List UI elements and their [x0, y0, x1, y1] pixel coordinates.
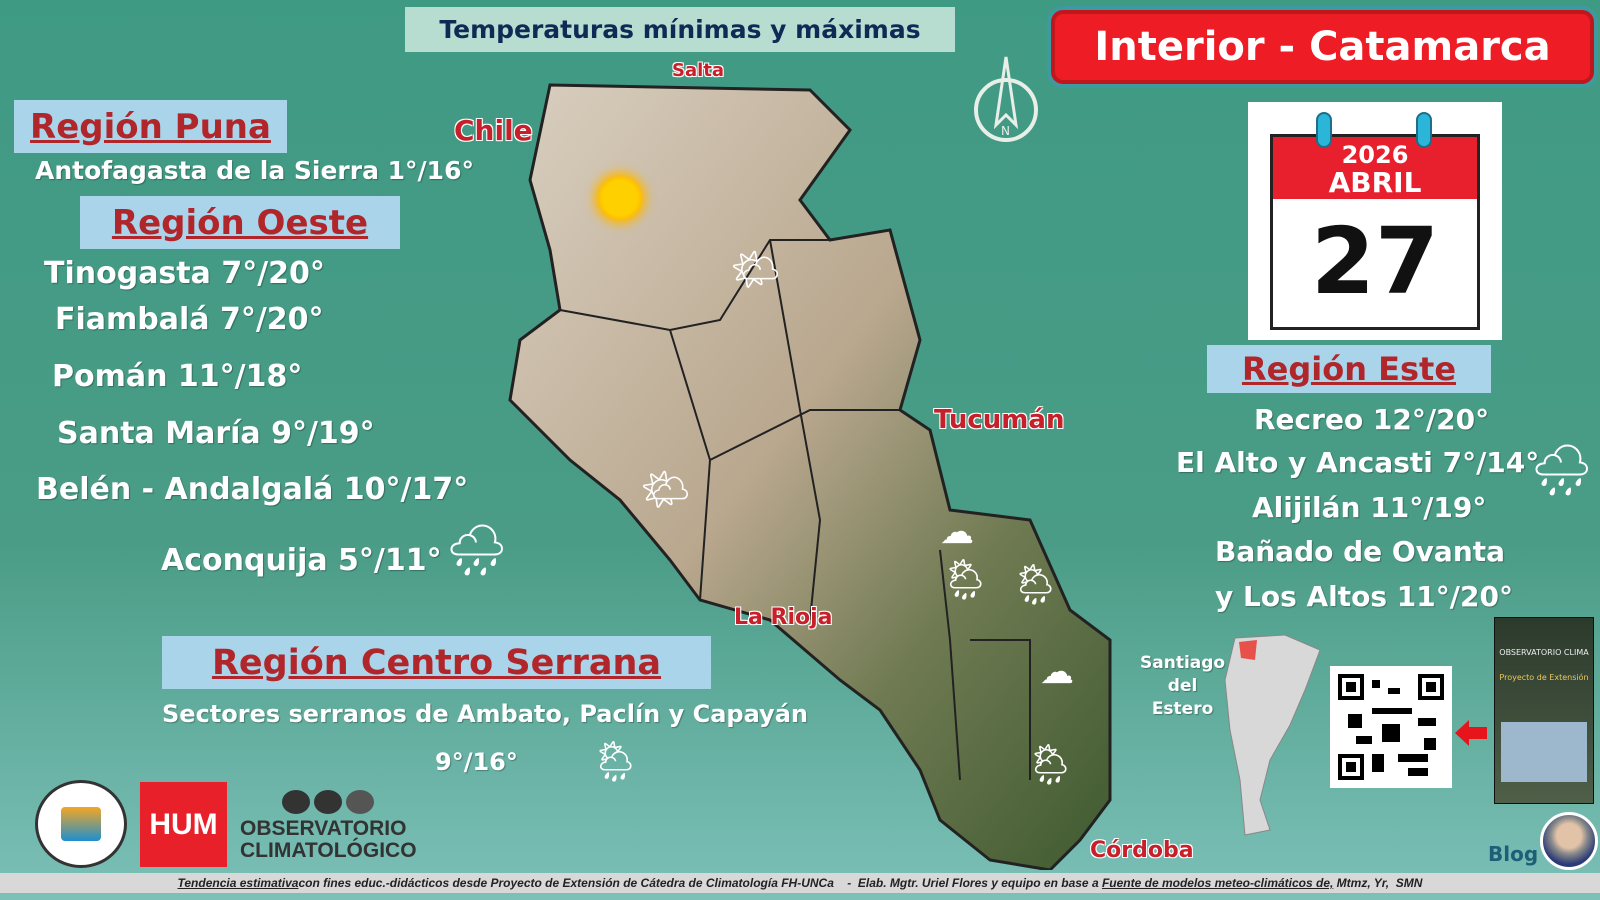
puna-item: Antofagasta de la Sierra 1°/16°	[35, 156, 474, 185]
label-salta: Salta	[672, 60, 725, 81]
footer-text: con fines educ.-didácticos desde Proyect…	[298, 876, 1102, 890]
label-cordoba: Córdoba	[1090, 838, 1194, 863]
footer-credits: Tendencia estimativa con fines educ.-did…	[0, 873, 1600, 893]
sun-rain-icon: 🌦	[1010, 562, 1061, 608]
blog-link[interactable]: Blog	[1488, 842, 1539, 866]
page-title: Temperaturas mínimas y máximas	[405, 7, 955, 52]
sun-rain-icon: 🌦	[1025, 742, 1076, 788]
este-item: Alijilán 11°/19°	[1252, 491, 1487, 524]
region-banner: Interior - Catamarca	[1055, 14, 1590, 80]
label-tucuman: Tucumán	[934, 405, 1065, 435]
rain-icon: 🌧	[1530, 441, 1594, 499]
calendar: 2026 ABRIL 27	[1248, 102, 1502, 340]
partly-cloudy-icon: 🌤	[640, 467, 691, 513]
centro-subtitle: Sectores serranos de Ambato, Paclín y Ca…	[162, 700, 808, 728]
observatorio-logo: OBSERVATORIO CLIMATOLÓGICO	[240, 818, 417, 862]
calendar-ring-icon	[1416, 112, 1432, 148]
cloudy-icon: ☁	[940, 512, 974, 552]
province-outline	[508, 83, 1112, 870]
oeste-item: Tinogasta 7°/20°	[44, 256, 325, 291]
sun-rain-icon: 🌦	[940, 557, 991, 603]
cloudy-icon: ☁	[1040, 652, 1074, 692]
region-este-title: Región Este	[1207, 345, 1491, 393]
este-item: Recreo 12°/20°	[1254, 403, 1490, 436]
region-puna-title: Región Puna	[14, 100, 287, 153]
blog-preview[interactable]: OBSERVATORIO CLIMA Proyecto de Extensión	[1494, 617, 1594, 804]
oeste-item: Belén - Andalgalá 10°/17°	[36, 472, 469, 507]
region-oeste-title: Región Oeste	[80, 196, 400, 249]
calendar-day: 27	[1310, 208, 1440, 315]
este-item: El Alto y Ancasti 7°/14°	[1176, 446, 1540, 479]
footer-link-tendencia[interactable]: Tendencia estimativa	[177, 876, 299, 890]
label-line: del	[1167, 676, 1198, 696]
logo-line: CLIMATOLÓGICO	[240, 839, 417, 862]
arrow-left-icon	[1455, 720, 1487, 746]
argentina-map	[1224, 634, 1321, 836]
footer-link-fuente[interactable]: Fuente de modelos meteo-climáticos de,	[1101, 876, 1334, 890]
oeste-item: Fiambalá 7°/20°	[55, 302, 324, 337]
hum-logo: HUM	[140, 782, 227, 867]
sun-rain-icon: 🌦	[590, 739, 641, 785]
oeste-item: Aconquija 5°/11°	[161, 543, 442, 578]
logo-line: OBSERVATORIO	[240, 817, 407, 840]
region-centro-title: Región Centro Serrana	[162, 636, 711, 689]
label-line: Santiago	[1140, 653, 1226, 673]
footer-text: Mtmz, Yr, SMN	[1333, 876, 1423, 890]
oeste-item: Santa María 9°/19°	[57, 416, 375, 451]
sun-icon	[598, 176, 642, 220]
qr-code-pattern	[1338, 674, 1444, 780]
rain-icon: 🌧	[445, 521, 509, 579]
centro-temp: 9°/16°	[435, 748, 518, 776]
qr-code[interactable]	[1330, 666, 1452, 788]
observatorio-logo-mark	[282, 790, 374, 814]
label-la-rioja: La Rioja	[734, 605, 833, 630]
partly-cloudy-icon: 🌤	[730, 247, 781, 293]
preview-title: OBSERVATORIO CLIMA	[1499, 648, 1589, 657]
este-item: Bañado de Ovanta	[1215, 535, 1506, 568]
este-item: y Los Altos 11°/20°	[1215, 580, 1513, 613]
label-chile: Chile	[454, 114, 533, 147]
label-line: Estero	[1151, 699, 1214, 719]
calendar-ring-icon	[1316, 112, 1332, 148]
label-santiago-del-estero: Santiago del Estero	[1140, 652, 1225, 721]
calendar-year: 2026	[1341, 141, 1409, 169]
preview-subtitle: Proyecto de Extensión	[1499, 673, 1589, 682]
unca-logo	[35, 780, 127, 868]
calendar-month: ABRIL	[1328, 166, 1422, 199]
svg-text:N: N	[1001, 124, 1010, 138]
catamarca-map	[508, 83, 1112, 870]
author-avatar[interactable]	[1540, 812, 1598, 870]
oeste-item: Pomán 11°/18°	[52, 359, 303, 394]
compass-rose-icon: N	[974, 56, 1038, 142]
